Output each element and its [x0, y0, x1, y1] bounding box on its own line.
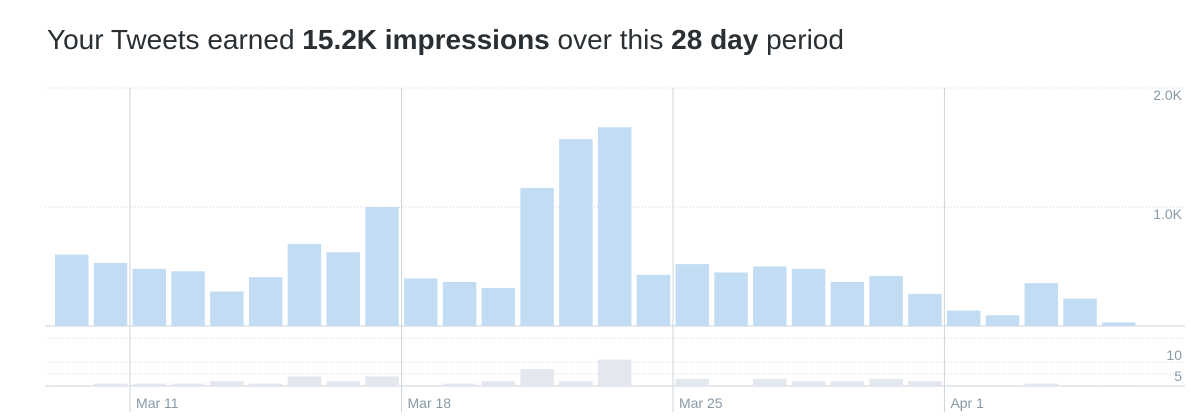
impressions-bar [908, 293, 942, 326]
engagements-bar [248, 383, 283, 386]
engagements-bar [908, 381, 942, 386]
impressions-bar [597, 127, 632, 327]
engagements-bar [636, 385, 671, 386]
impressions-bar [210, 291, 244, 326]
engagements-bar [830, 381, 865, 386]
engagements-bar [365, 376, 399, 386]
engagements-bar [55, 385, 89, 386]
x-tick-label: Mar 18 [408, 395, 452, 411]
engagements-bar [791, 381, 826, 386]
impressions-bar [1063, 298, 1097, 326]
headline-suffix: period [766, 24, 844, 55]
engagements-bar [946, 385, 981, 386]
impressions-bar [248, 277, 283, 326]
y-tick-label: 2.0K [1153, 87, 1182, 103]
engagements-bar [287, 376, 322, 386]
bar-layer [55, 127, 1136, 386]
impressions-bar [1102, 322, 1136, 326]
impressions-bar [636, 274, 671, 326]
engagements-bar [597, 359, 632, 386]
impressions-bar [287, 243, 322, 326]
engagements-bar [93, 383, 128, 386]
impressions-bar [675, 264, 709, 326]
engagements-bar [210, 381, 244, 386]
engagements-bar [326, 381, 360, 386]
y-tick-label: 1.0K [1153, 206, 1182, 222]
impressions-bar [442, 281, 477, 326]
y-tick-label: 10 [1166, 347, 1182, 363]
engagements-bar [714, 385, 748, 386]
impressions-bar [985, 315, 1020, 326]
impressions-bar [404, 278, 438, 326]
impressions-bar [365, 207, 399, 326]
engagements-bar [1102, 385, 1136, 386]
impressions-bar [132, 268, 167, 326]
impressions-bar [791, 268, 826, 326]
headline-impressions-value: 15.2K impressions [302, 24, 550, 55]
axis-layer: 1.0K 2.0K 5 10 Mar 11 Mar 18 Mar 25 Apr 1 [136, 87, 1183, 411]
x-tick-label: Apr 1 [950, 395, 984, 411]
engagements-bar [985, 385, 1020, 386]
engagements-bar [675, 378, 709, 386]
impressions-bar [830, 281, 865, 326]
impressions-bar [93, 262, 128, 326]
engagements-bar [171, 383, 205, 386]
engagements-bar [520, 369, 554, 386]
headline-period-value: 28 day [671, 24, 759, 55]
impressions-bar [714, 272, 748, 326]
engagements-bar [869, 378, 903, 386]
engagements-bar [442, 383, 477, 386]
impressions-bar [1024, 283, 1058, 326]
impressions-bar [869, 276, 903, 326]
y-tick-label: 5 [1174, 368, 1182, 384]
engagements-bar [1063, 385, 1097, 386]
headline-prefix: Your Tweets earned [47, 24, 295, 55]
chart-headline: Your Tweets earned 15.2K impressions ove… [47, 20, 844, 60]
impressions-bar [946, 310, 981, 326]
impressions-bar [55, 254, 89, 326]
engagements-bar [559, 381, 593, 386]
x-tick-label: Mar 25 [679, 395, 723, 411]
headline-middle: over this [557, 24, 664, 55]
impressions-bar [559, 139, 593, 326]
impressions-bar [520, 187, 554, 326]
engagements-bar [753, 378, 787, 386]
impressions-bar [481, 287, 516, 326]
x-tick-label: Mar 11 [136, 395, 179, 411]
impressions-bar [753, 266, 787, 326]
impressions-bar [171, 271, 205, 326]
engagements-bar [1024, 383, 1058, 386]
engagements-bar [404, 385, 438, 386]
engagements-bar [481, 381, 516, 386]
engagements-bar [132, 383, 167, 386]
impressions-bar [326, 252, 360, 326]
